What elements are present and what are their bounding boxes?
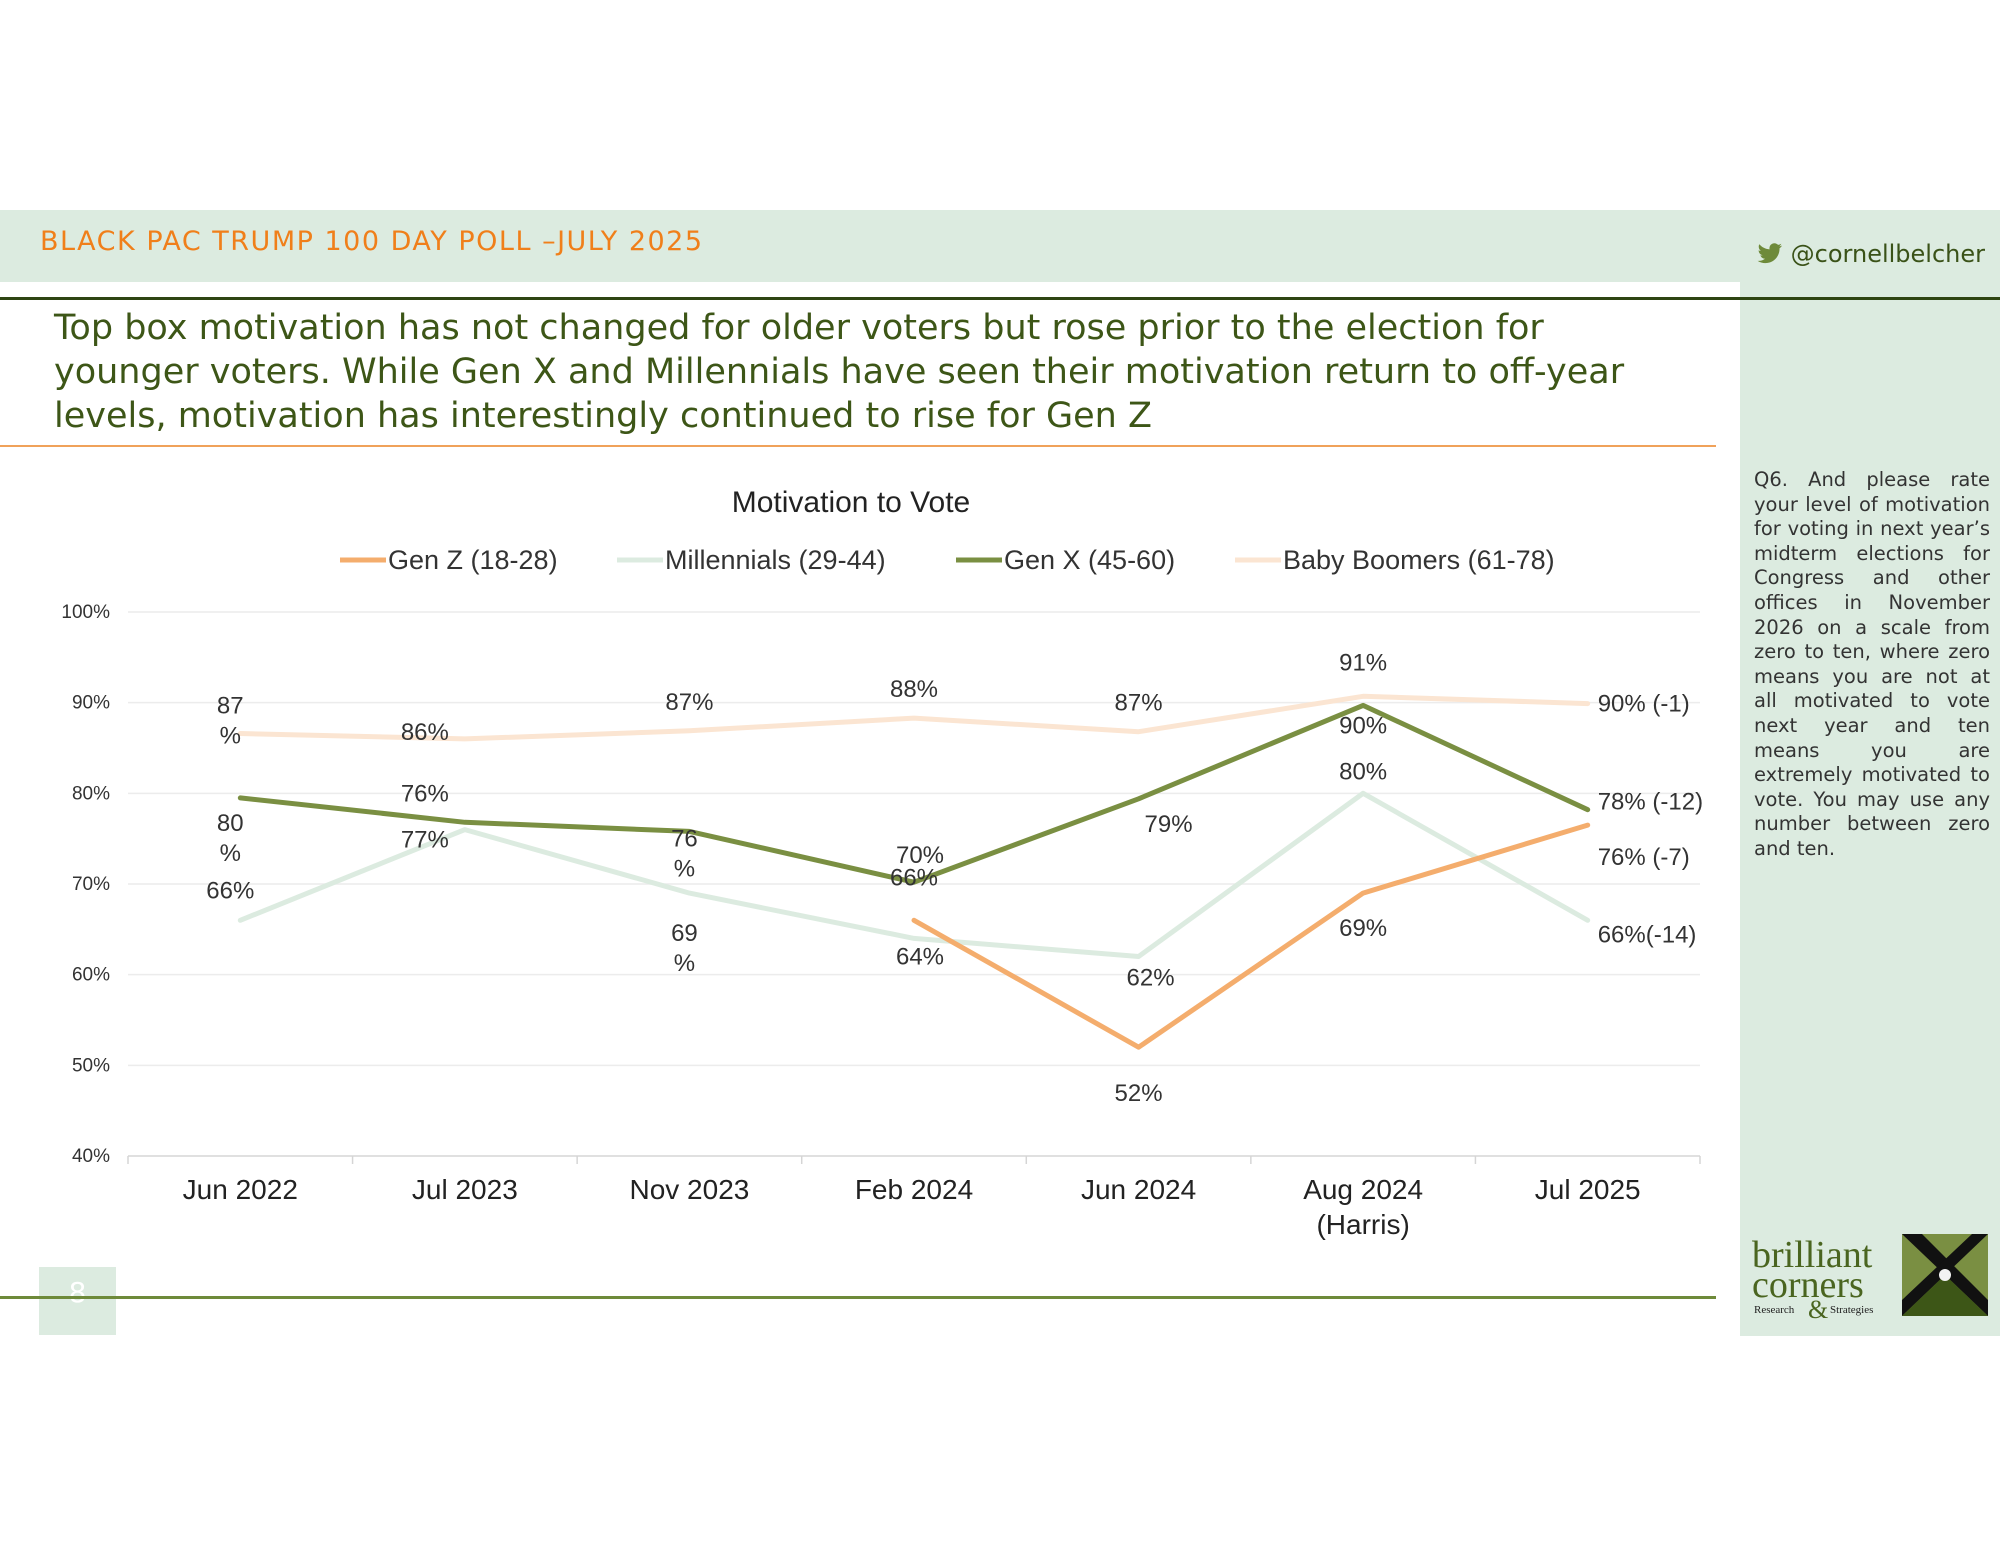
data-label: 52% <box>1115 1080 1163 1107</box>
data-label: 62% <box>1127 965 1175 992</box>
data-label: 70% <box>896 842 944 869</box>
twitter-handle[interactable]: @cornellbelcher <box>1757 240 1985 268</box>
x-tick-label: Nov 2023 <box>629 1174 749 1205</box>
data-label: 87% <box>1115 690 1163 717</box>
data-label: 76% <box>401 781 449 808</box>
brilliant-corners-logo: brilliant corners Research & Strategies <box>1752 1234 1988 1320</box>
y-tick-label: 80% <box>72 783 110 804</box>
y-tick-label: 40% <box>72 1146 110 1167</box>
slide-headline: Top box motivation has not changed for o… <box>54 308 1625 436</box>
series-line <box>911 822 1591 1050</box>
data-label: 69% <box>1339 915 1387 942</box>
data-label: 79% <box>1145 811 1193 838</box>
logo-research: Research <box>1754 1304 1795 1316</box>
series-line <box>237 790 1591 959</box>
data-label: 77% <box>401 826 449 853</box>
bird-icon <box>1757 243 1782 264</box>
logo-line2: corners <box>1752 1264 1864 1306</box>
data-label: 69% <box>671 920 698 977</box>
line-chart: Motivation to Vote Gen Z (18-28) Millennia… <box>61 486 1703 1240</box>
logo-x-mark <box>1902 1234 1988 1316</box>
report-title: BLACK PAC TRUMP 100 DAY POLL –JULY 2025 <box>40 226 704 257</box>
y-tick-label: 70% <box>72 874 110 895</box>
page-number-box <box>39 1267 116 1335</box>
series-line <box>237 693 1591 742</box>
y-tick-label: 50% <box>72 1055 110 1076</box>
page-number: 8 <box>68 1276 87 1309</box>
x-tick-label: Jul 2025 <box>1535 1174 1641 1205</box>
y-tick-label: 60% <box>72 965 110 986</box>
x-tick-label: Jun 2022 <box>183 1174 298 1205</box>
x-tick-label: Aug 2024 (Harris) <box>1303 1174 1423 1240</box>
legend-label: Gen X (45-60) <box>1004 545 1175 575</box>
data-label: 90% (-1) <box>1598 691 1690 718</box>
logo-line1: brilliant <box>1752 1234 1873 1276</box>
data-label: 80% <box>217 810 244 867</box>
data-label: 66% <box>206 877 254 904</box>
data-label: 66%(-14) <box>1598 921 1697 948</box>
data-label: 87% <box>217 692 244 749</box>
data-label: 80% <box>1339 758 1387 785</box>
legend-label: Gen Z (18-28) <box>388 545 558 575</box>
side-panel <box>1740 282 2000 1336</box>
series-line <box>237 702 1591 885</box>
x-tick-label: Jun 2024 <box>1081 1174 1196 1205</box>
legend-label: Millennials (29-44) <box>665 545 886 575</box>
y-tick-label: 90% <box>72 693 110 714</box>
data-label: 91% <box>1339 649 1387 676</box>
data-label: 88% <box>890 676 938 703</box>
y-tick-label: 100% <box>61 602 110 623</box>
data-label: 87% <box>665 689 713 716</box>
data-label: 64% <box>896 943 944 970</box>
data-label: 78% (-12) <box>1598 789 1703 816</box>
header-band <box>0 210 2000 282</box>
twitter-handle-text: @cornellbelcher <box>1790 240 1985 268</box>
question-text: Q6. And please rate your level of motiva… <box>1754 468 1990 860</box>
x-tick-label: Jul 2023 <box>412 1174 518 1205</box>
logo-ampersand: & <box>1808 1295 1828 1320</box>
x-tick-label: Feb 2024 <box>855 1174 973 1205</box>
data-label: 90% <box>1339 712 1387 739</box>
data-label: 86% <box>401 719 449 746</box>
data-label: 76% <box>671 825 698 882</box>
logo-strategies: Strategies <box>1830 1304 1873 1316</box>
legend-label: Baby Boomers (61-78) <box>1283 545 1555 575</box>
data-label: 66% <box>890 864 938 891</box>
data-label: 76% (-7) <box>1598 844 1690 871</box>
chart-title: Motivation to Vote <box>732 486 970 519</box>
header-divider <box>0 297 2000 300</box>
footer-divider <box>0 1296 1716 1299</box>
headline-divider <box>0 445 1716 447</box>
